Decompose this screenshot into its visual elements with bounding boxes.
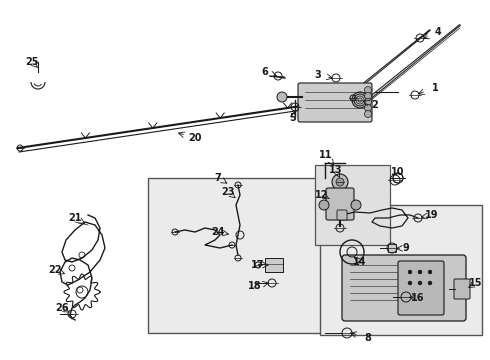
Circle shape	[418, 270, 422, 274]
Text: 19: 19	[425, 210, 439, 220]
Text: 14: 14	[353, 257, 367, 267]
Circle shape	[365, 93, 371, 99]
Circle shape	[408, 281, 412, 285]
Text: 25: 25	[25, 57, 39, 67]
FancyBboxPatch shape	[454, 279, 470, 299]
Circle shape	[428, 281, 432, 285]
Text: 26: 26	[55, 303, 69, 313]
Text: 13: 13	[329, 165, 343, 175]
Text: 15: 15	[469, 278, 483, 288]
Circle shape	[332, 174, 348, 190]
Circle shape	[365, 86, 371, 94]
Text: 11: 11	[319, 150, 333, 160]
Text: 18: 18	[248, 281, 262, 291]
Circle shape	[319, 200, 329, 210]
Text: 8: 8	[365, 333, 371, 343]
Text: 22: 22	[48, 265, 62, 275]
FancyBboxPatch shape	[342, 255, 466, 321]
Circle shape	[277, 92, 287, 102]
Text: 24: 24	[211, 227, 225, 237]
FancyBboxPatch shape	[326, 188, 354, 220]
Text: 20: 20	[188, 133, 202, 143]
FancyBboxPatch shape	[398, 261, 444, 315]
Text: 2: 2	[371, 100, 378, 110]
Text: 7: 7	[215, 173, 221, 183]
Circle shape	[336, 178, 344, 186]
Circle shape	[428, 270, 432, 274]
Text: 17: 17	[251, 260, 265, 270]
Text: 16: 16	[411, 293, 425, 303]
Bar	[265, 258, 283, 272]
FancyBboxPatch shape	[298, 83, 372, 122]
Text: 3: 3	[315, 70, 321, 80]
FancyBboxPatch shape	[337, 210, 347, 220]
Circle shape	[365, 104, 371, 112]
Polygon shape	[349, 30, 430, 96]
Text: 4: 4	[435, 27, 441, 37]
Text: 9: 9	[403, 243, 409, 253]
Polygon shape	[364, 24, 461, 103]
Circle shape	[352, 92, 368, 108]
Text: 12: 12	[315, 190, 329, 200]
Text: 10: 10	[391, 167, 405, 177]
Text: 5: 5	[290, 113, 296, 123]
Bar	[315, 165, 390, 245]
Circle shape	[408, 270, 412, 274]
Text: 1: 1	[432, 83, 439, 93]
Text: 21: 21	[68, 213, 82, 223]
Text: 23: 23	[221, 187, 235, 197]
Circle shape	[365, 111, 371, 117]
Circle shape	[418, 281, 422, 285]
Bar	[388, 244, 396, 252]
Text: 6: 6	[262, 67, 269, 77]
Circle shape	[351, 200, 361, 210]
Bar	[148, 178, 346, 333]
Circle shape	[365, 99, 371, 105]
Bar	[320, 205, 482, 335]
